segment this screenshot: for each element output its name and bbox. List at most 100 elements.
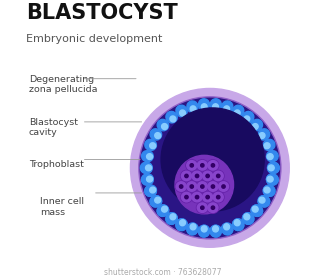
Ellipse shape <box>259 133 265 139</box>
Ellipse shape <box>224 106 229 112</box>
Ellipse shape <box>251 119 263 131</box>
Ellipse shape <box>190 224 196 230</box>
Ellipse shape <box>150 143 156 149</box>
Ellipse shape <box>147 176 153 182</box>
Ellipse shape <box>191 170 203 181</box>
Ellipse shape <box>199 99 210 110</box>
Circle shape <box>175 155 234 214</box>
Ellipse shape <box>244 116 250 122</box>
Ellipse shape <box>181 170 192 181</box>
Ellipse shape <box>252 123 258 130</box>
Ellipse shape <box>199 225 210 237</box>
Circle shape <box>201 164 204 167</box>
Ellipse shape <box>208 182 218 191</box>
Ellipse shape <box>170 116 176 122</box>
Ellipse shape <box>234 220 240 226</box>
Ellipse shape <box>187 223 198 235</box>
Ellipse shape <box>201 226 207 232</box>
Ellipse shape <box>267 162 279 173</box>
Ellipse shape <box>170 214 176 220</box>
Ellipse shape <box>264 187 270 193</box>
Text: Embryonic development: Embryonic development <box>26 34 162 44</box>
Ellipse shape <box>267 162 279 173</box>
Circle shape <box>195 174 199 178</box>
Ellipse shape <box>264 143 270 149</box>
Text: Blastocyst
cavity: Blastocyst cavity <box>29 118 78 137</box>
Ellipse shape <box>263 185 275 196</box>
Ellipse shape <box>142 151 153 162</box>
Circle shape <box>222 185 225 188</box>
Ellipse shape <box>175 181 187 192</box>
Circle shape <box>161 108 264 211</box>
Ellipse shape <box>263 185 275 196</box>
Ellipse shape <box>259 197 265 203</box>
Ellipse shape <box>181 192 192 203</box>
Ellipse shape <box>222 223 233 235</box>
Ellipse shape <box>180 220 186 226</box>
Ellipse shape <box>244 214 250 220</box>
Ellipse shape <box>213 104 218 110</box>
Ellipse shape <box>222 223 233 235</box>
Ellipse shape <box>157 205 169 216</box>
Text: BLASTOCYST: BLASTOCYST <box>26 3 178 24</box>
Ellipse shape <box>146 165 151 171</box>
Ellipse shape <box>181 192 191 202</box>
Ellipse shape <box>180 220 186 226</box>
Ellipse shape <box>186 160 198 171</box>
Ellipse shape <box>197 181 208 192</box>
Ellipse shape <box>162 123 168 130</box>
Ellipse shape <box>145 139 156 151</box>
Ellipse shape <box>266 174 278 185</box>
Ellipse shape <box>150 196 162 207</box>
Ellipse shape <box>187 223 198 235</box>
Circle shape <box>211 206 214 209</box>
Ellipse shape <box>157 205 169 216</box>
Ellipse shape <box>155 197 161 203</box>
Circle shape <box>206 174 209 178</box>
Circle shape <box>139 97 281 239</box>
Circle shape <box>211 185 214 188</box>
Ellipse shape <box>210 225 221 237</box>
Ellipse shape <box>252 206 258 212</box>
Ellipse shape <box>202 171 213 181</box>
Ellipse shape <box>180 110 186 116</box>
Ellipse shape <box>233 219 244 230</box>
Ellipse shape <box>207 160 219 171</box>
Ellipse shape <box>176 182 186 191</box>
Ellipse shape <box>142 174 153 185</box>
Ellipse shape <box>244 214 250 220</box>
Circle shape <box>206 195 209 199</box>
Ellipse shape <box>176 105 187 117</box>
Text: Inner cell
mass: Inner cell mass <box>40 197 84 216</box>
Ellipse shape <box>197 203 207 213</box>
Text: Trophoblast: Trophoblast <box>29 160 84 169</box>
Ellipse shape <box>199 225 210 237</box>
Ellipse shape <box>266 151 278 162</box>
Ellipse shape <box>157 119 169 131</box>
Ellipse shape <box>187 101 198 113</box>
Ellipse shape <box>162 206 168 212</box>
Ellipse shape <box>145 185 156 196</box>
Circle shape <box>179 185 183 188</box>
Ellipse shape <box>210 225 221 237</box>
Ellipse shape <box>267 176 273 182</box>
Ellipse shape <box>208 203 218 213</box>
Ellipse shape <box>213 226 218 232</box>
Ellipse shape <box>150 187 156 193</box>
Ellipse shape <box>150 129 162 140</box>
Ellipse shape <box>197 202 208 213</box>
Ellipse shape <box>266 174 278 185</box>
Ellipse shape <box>190 106 196 112</box>
Ellipse shape <box>242 213 254 224</box>
Ellipse shape <box>150 187 156 193</box>
Ellipse shape <box>187 182 197 191</box>
Ellipse shape <box>222 101 233 113</box>
Ellipse shape <box>218 181 229 192</box>
Ellipse shape <box>212 192 224 203</box>
Ellipse shape <box>202 170 214 181</box>
Ellipse shape <box>251 205 263 216</box>
Ellipse shape <box>187 161 197 170</box>
Ellipse shape <box>268 165 274 171</box>
Ellipse shape <box>233 219 244 230</box>
Ellipse shape <box>192 171 202 181</box>
